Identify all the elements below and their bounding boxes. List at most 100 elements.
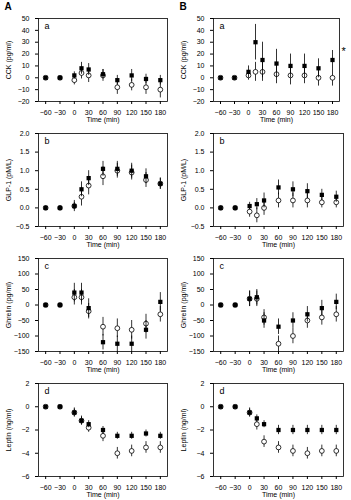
svg-text:d: d xyxy=(45,386,50,396)
svg-text:120: 120 xyxy=(299,109,311,116)
svg-text:Time (min): Time (min) xyxy=(262,491,295,499)
svg-text:2: 2 xyxy=(26,380,30,387)
svg-text:0: 0 xyxy=(26,403,30,410)
svg-text:−2: −2 xyxy=(197,426,205,433)
svg-text:1.5: 1.5 xyxy=(195,148,205,155)
svg-text:−4: −4 xyxy=(22,449,30,456)
svg-text:−60: −60 xyxy=(40,359,52,366)
svg-text:0: 0 xyxy=(247,109,251,116)
svg-text:a: a xyxy=(220,21,225,31)
svg-text:0: 0 xyxy=(201,74,205,81)
svg-text:Time (min): Time (min) xyxy=(260,116,293,124)
svg-text:150: 150 xyxy=(193,255,205,262)
svg-text:50: 50 xyxy=(22,15,30,22)
svg-text:180: 180 xyxy=(330,359,342,366)
svg-text:−2: −2 xyxy=(22,426,30,433)
svg-text:120: 120 xyxy=(126,359,138,366)
svg-text:100: 100 xyxy=(193,270,205,277)
svg-text:150: 150 xyxy=(140,109,152,116)
svg-text:40: 40 xyxy=(22,27,30,34)
svg-text:−0.5: −0.5 xyxy=(191,223,205,230)
svg-text:−30: −30 xyxy=(229,109,241,116)
svg-text:Time (min): Time (min) xyxy=(86,366,119,374)
svg-text:180: 180 xyxy=(154,234,166,241)
svg-text:180: 180 xyxy=(330,484,342,491)
svg-text:−60: −60 xyxy=(215,109,227,116)
svg-text:150: 150 xyxy=(316,484,328,491)
svg-text:0.5: 0.5 xyxy=(195,186,205,193)
svg-text:150: 150 xyxy=(316,359,328,366)
svg-text:Leptin (ng/ml): Leptin (ng/ml) xyxy=(5,409,13,452)
svg-text:−0.5: −0.5 xyxy=(16,223,30,230)
svg-text:Ghrelin (pg/ml): Ghrelin (pg/ml) xyxy=(5,282,13,328)
svg-text:CCK (pg/ml): CCK (pg/ml) xyxy=(5,41,13,80)
svg-text:120: 120 xyxy=(126,234,138,241)
svg-text:Time (min): Time (min) xyxy=(262,366,295,374)
svg-text:−10: −10 xyxy=(193,86,205,93)
svg-text:CCK (pg/ml): CCK (pg/ml) xyxy=(180,41,188,80)
svg-text:2: 2 xyxy=(201,380,205,387)
svg-text:−60: −60 xyxy=(215,234,227,241)
svg-text:−20: −20 xyxy=(18,98,30,105)
svg-text:0: 0 xyxy=(72,109,76,116)
svg-text:−10: −10 xyxy=(18,86,30,93)
svg-text:180: 180 xyxy=(327,109,339,116)
svg-text:−30: −30 xyxy=(54,484,66,491)
svg-text:0: 0 xyxy=(201,403,205,410)
svg-text:1.5: 1.5 xyxy=(20,148,30,155)
svg-text:−6: −6 xyxy=(197,473,205,480)
svg-text:180: 180 xyxy=(154,484,166,491)
svg-text:0: 0 xyxy=(26,301,30,308)
svg-text:d: d xyxy=(220,386,225,396)
svg-text:GLP-1 (pM/L): GLP-1 (pM/L) xyxy=(180,159,188,201)
svg-text:−60: −60 xyxy=(40,234,52,241)
svg-text:0: 0 xyxy=(72,234,76,241)
svg-text:c: c xyxy=(45,261,50,271)
svg-text:b: b xyxy=(220,136,225,146)
svg-text:150: 150 xyxy=(140,234,152,241)
svg-text:−60: −60 xyxy=(40,484,52,491)
svg-text:−150: −150 xyxy=(189,348,205,355)
svg-text:b: b xyxy=(45,136,50,146)
svg-text:50: 50 xyxy=(22,286,30,293)
svg-text:Time (min): Time (min) xyxy=(86,491,119,499)
svg-text:0: 0 xyxy=(72,484,76,491)
svg-text:c: c xyxy=(220,261,225,271)
svg-text:150: 150 xyxy=(140,484,152,491)
svg-text:−50: −50 xyxy=(18,317,30,324)
svg-text:Leptin (ng/ml): Leptin (ng/ml) xyxy=(180,409,188,452)
svg-text:B: B xyxy=(180,1,187,12)
svg-text:0: 0 xyxy=(26,74,30,81)
svg-text:120: 120 xyxy=(126,484,138,491)
svg-text:−30: −30 xyxy=(54,359,66,366)
svg-text:Ghrelin (pg/ml): Ghrelin (pg/ml) xyxy=(180,282,188,328)
svg-text:0.0: 0.0 xyxy=(20,204,30,211)
svg-text:0: 0 xyxy=(248,484,252,491)
svg-text:−30: −30 xyxy=(54,234,66,241)
svg-text:50: 50 xyxy=(197,286,205,293)
svg-text:−100: −100 xyxy=(189,332,205,339)
svg-text:a: a xyxy=(45,21,50,31)
svg-text:Time (min): Time (min) xyxy=(86,241,119,249)
svg-text:−30: −30 xyxy=(54,109,66,116)
svg-text:−150: −150 xyxy=(14,348,30,355)
svg-text:0: 0 xyxy=(72,359,76,366)
svg-text:180: 180 xyxy=(330,234,342,241)
svg-text:2.0: 2.0 xyxy=(20,130,30,137)
svg-text:150: 150 xyxy=(140,359,152,366)
svg-text:Time (min): Time (min) xyxy=(262,241,295,249)
svg-text:50: 50 xyxy=(197,15,205,22)
svg-text:0.5: 0.5 xyxy=(20,186,30,193)
svg-text:20: 20 xyxy=(197,50,205,57)
svg-text:40: 40 xyxy=(197,27,205,34)
svg-text:180: 180 xyxy=(154,109,166,116)
svg-text:GLP-1 (pM/L): GLP-1 (pM/L) xyxy=(5,159,13,201)
svg-text:−20: −20 xyxy=(193,98,205,105)
svg-text:30: 30 xyxy=(22,38,30,45)
svg-text:−60: −60 xyxy=(215,484,227,491)
svg-text:0.0: 0.0 xyxy=(195,204,205,211)
svg-text:−30: −30 xyxy=(229,234,241,241)
svg-text:120: 120 xyxy=(302,484,314,491)
svg-text:1.0: 1.0 xyxy=(20,167,30,174)
svg-text:2.0: 2.0 xyxy=(195,130,205,137)
